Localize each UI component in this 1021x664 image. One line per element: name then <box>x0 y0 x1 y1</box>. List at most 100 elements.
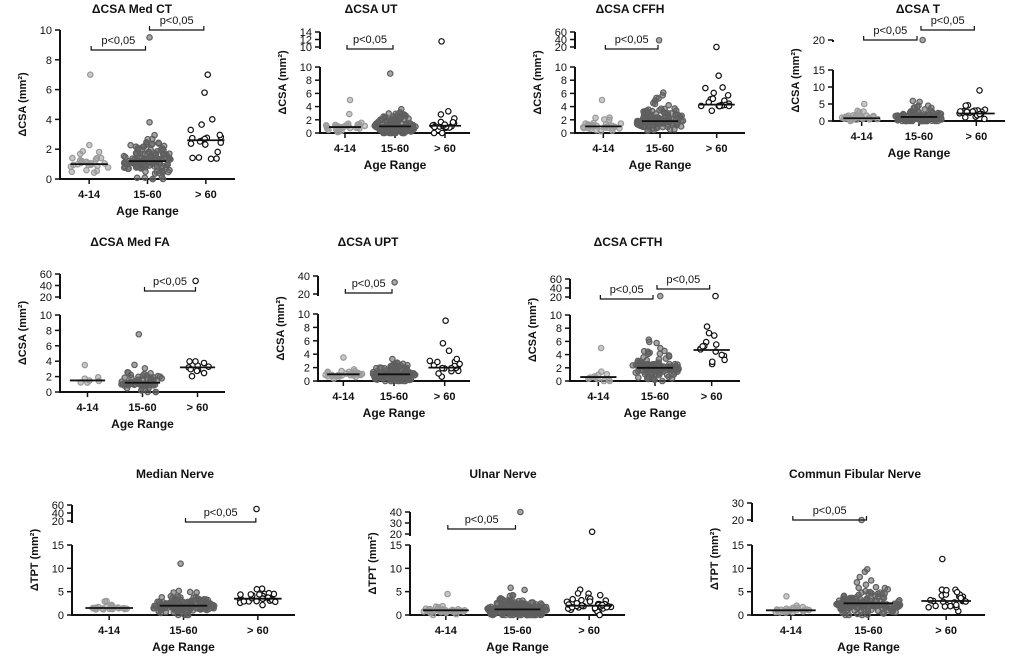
data-point <box>449 118 457 126</box>
data-point <box>193 367 201 375</box>
p-value-label: p<0,05 <box>615 34 649 46</box>
data-point <box>703 323 711 330</box>
data-point <box>141 365 149 372</box>
significance-bracket <box>184 518 257 523</box>
x-tick-label: 15-60 <box>133 189 161 201</box>
y-tick-label: 4 <box>556 350 562 362</box>
series-points <box>185 277 212 380</box>
data-point <box>914 107 921 115</box>
y-tick-label: 5 <box>819 99 825 111</box>
data-point <box>142 168 149 176</box>
data-point <box>909 97 917 105</box>
data-point <box>149 175 156 183</box>
y-tick-label: 0 <box>819 116 825 128</box>
data-point <box>438 38 445 45</box>
data-point <box>258 585 266 593</box>
y-tick-label: 4 <box>46 114 52 126</box>
x-tick-label: 15-60 <box>905 131 933 143</box>
y-tick-label: 5 <box>396 587 402 599</box>
y-tick-label: 4 <box>46 356 52 368</box>
data-point <box>941 603 949 610</box>
y-axis-label: ΔCSA (mm²) <box>275 296 287 361</box>
x-tick-label: 4-14 <box>332 391 355 403</box>
data-point <box>596 611 603 619</box>
data-point <box>645 336 653 344</box>
data-point <box>153 168 161 176</box>
x-axis-label: Age Range <box>116 204 179 218</box>
data-point <box>146 118 153 126</box>
x-tick-label: 15-60 <box>128 402 156 414</box>
y-tick-label: 40 <box>550 283 562 295</box>
y-tick-label: 10 <box>555 62 567 74</box>
data-point <box>127 141 134 149</box>
series-points <box>838 100 881 125</box>
significance-bracket <box>344 289 393 294</box>
data-point <box>435 370 442 377</box>
data-point <box>496 596 504 603</box>
data-point <box>200 369 208 377</box>
data-point <box>655 95 662 102</box>
significance-bracket <box>143 287 197 292</box>
y-tick-label: 4 <box>561 102 567 114</box>
y-tick-label: 8 <box>561 75 567 87</box>
series-points <box>187 71 225 163</box>
data-point <box>574 590 582 597</box>
panel-3: ΔCSA T 0 5 10 15 20 ΔCSA (mm²) 4-14 15-60 > 60 Age… <box>790 2 1005 160</box>
data-point <box>521 586 528 594</box>
data-point <box>132 164 140 171</box>
data-point <box>709 95 717 103</box>
data-point <box>650 375 658 382</box>
y-tick-label: 40 <box>390 507 402 519</box>
y-axis-label: ΔCSA (mm²) <box>532 50 544 115</box>
panel-title: Median Nerve <box>136 467 214 481</box>
data-point <box>85 141 93 149</box>
data-point <box>175 587 183 595</box>
data-point <box>864 590 872 597</box>
y-tick-label: 2 <box>304 363 310 375</box>
x-tick-label: > 60 <box>965 131 987 143</box>
y-tick-label: 30 <box>390 518 402 530</box>
data-point <box>943 586 950 594</box>
data-point <box>892 608 899 616</box>
y-tick-label: 0 <box>306 128 312 140</box>
y-tick-label: 0 <box>304 376 310 388</box>
significance-bracket <box>346 45 394 50</box>
data-point <box>393 120 401 127</box>
y-tick-label: 30 <box>732 498 744 510</box>
y-tick-label: 20 <box>298 289 310 301</box>
data-point <box>125 369 132 377</box>
y-tick-label: 10 <box>550 310 562 322</box>
data-point <box>881 584 889 592</box>
series-points <box>697 43 733 115</box>
data-point <box>629 362 637 369</box>
series-points <box>426 317 463 380</box>
series-points <box>579 96 625 135</box>
y-tick-label: 20 <box>555 42 567 54</box>
data-point <box>981 115 988 123</box>
panel-title: ΔCSA Med FA <box>90 235 170 249</box>
y-tick-label: 10 <box>390 563 402 575</box>
data-point <box>663 371 671 379</box>
y-tick-label: 40 <box>40 281 52 293</box>
y-axis-label: ΔTPT (mm²) <box>709 528 721 591</box>
data-point <box>120 164 128 172</box>
y-tick-label: 8 <box>46 55 52 67</box>
data-point <box>377 370 384 377</box>
data-point <box>874 590 882 598</box>
y-tick-label: 6 <box>561 88 567 100</box>
data-point <box>925 603 932 611</box>
data-point <box>386 70 394 77</box>
data-point <box>201 89 208 96</box>
panel-title: ΔCSA CFFH <box>596 2 665 16</box>
y-tick-label: 0 <box>46 387 52 399</box>
data-point <box>961 114 969 121</box>
y-tick-label: 15 <box>390 540 402 552</box>
data-point <box>947 602 954 610</box>
data-point <box>853 579 861 586</box>
panel-title: ΔCSA Med CT <box>92 2 173 16</box>
y-tick-label: 10 <box>732 563 744 575</box>
x-tick-label: 4-14 <box>98 625 121 637</box>
data-point <box>653 339 660 347</box>
data-point <box>659 123 667 131</box>
